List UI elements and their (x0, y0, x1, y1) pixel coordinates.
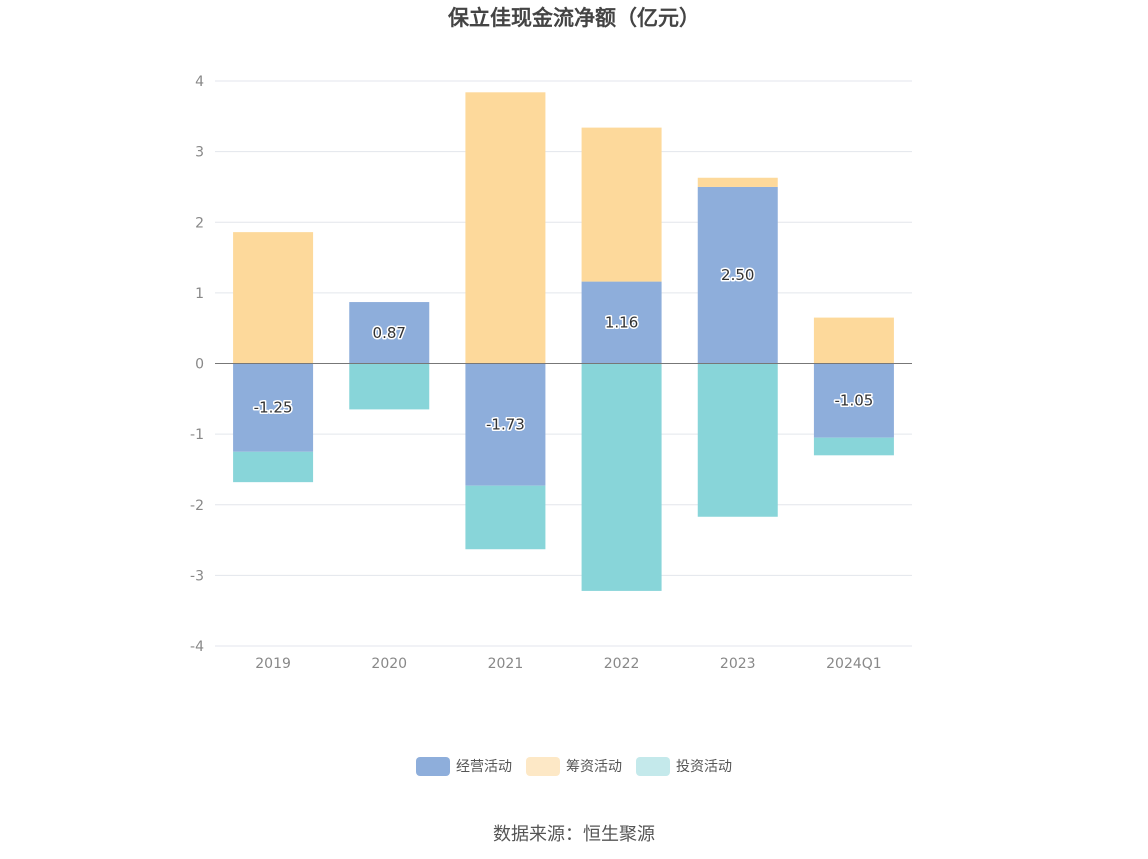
data-label-operating-2021: -1.73 (486, 416, 525, 434)
bar-financing-2022[interactable] (581, 127, 662, 282)
x-tick-label: 2024Q1 (826, 656, 882, 672)
bar-operating-2023[interactable] (697, 186, 778, 364)
legend-swatch-financing (526, 756, 560, 776)
legend-item-investing[interactable]: 投资活动 (636, 756, 732, 776)
label-layer: -1.25 0.87 -1.73 1.16 2.50 -1.05 (252, 265, 875, 435)
bar-financing-2019[interactable] (233, 232, 314, 364)
data-label-operating-2023: 2.50 (721, 266, 754, 284)
bar-investing-2024Q1[interactable] (813, 437, 894, 456)
bar-operating-2021[interactable] (465, 363, 546, 486)
legend-item-operating[interactable]: 经营活动 (416, 756, 512, 776)
bar-investing-2019[interactable] (233, 451, 314, 483)
x-tick-label: 2019 (255, 656, 291, 672)
x-tick-label: 2023 (720, 656, 756, 672)
legend-label-operating: 经营活动 (456, 759, 512, 775)
bar-financing-2021[interactable] (465, 92, 546, 364)
bar-investing-2023[interactable] (697, 363, 778, 517)
x-tick-label: 2020 (371, 656, 407, 672)
x-tick-label: 2021 (488, 656, 524, 672)
y-tick-label: 0 (195, 357, 204, 373)
bar-operating-2024Q1[interactable] (813, 363, 894, 438)
y-tick-label: -4 (190, 639, 204, 655)
y-tick-label: 3 (195, 145, 204, 161)
chart-title: 保立佳现金流净额（亿元） (448, 6, 700, 30)
legend: 经营活动 筹资活动 投资活动 (0, 756, 1148, 776)
bar-financing-2023[interactable] (697, 177, 778, 187)
source-note: 数据来源：恒生聚源 (493, 824, 655, 845)
data-label-operating-2019: -1.25 (254, 399, 293, 417)
legend-item-financing[interactable]: 筹资活动 (526, 756, 622, 776)
y-tick-label: -2 (190, 498, 204, 514)
bar-investing-2020[interactable] (349, 363, 430, 410)
y-tick-label: -3 (190, 568, 204, 584)
legend-label-financing: 筹资活动 (566, 759, 622, 775)
axis-layer: 4 3 2 1 0 -1 -2 -3 -4 2019 2020 2021 2022 2023 2024Q1 (190, 74, 912, 672)
data-label-operating-2022: 1.16 (605, 314, 638, 332)
grid-layer (215, 80, 912, 647)
y-tick-label: 4 (195, 74, 204, 90)
data-label-operating-2020: 0.87 (373, 324, 406, 342)
y-tick-label: 2 (195, 215, 204, 231)
legend-label-investing: 投资活动 (676, 759, 732, 775)
legend-swatch-operating (416, 756, 450, 776)
bar-investing-2022[interactable] (581, 363, 662, 591)
bar-financing-2024Q1[interactable] (813, 317, 894, 364)
bar-operating-2019[interactable] (233, 363, 314, 452)
bar-investing-2021[interactable] (465, 485, 546, 550)
legend-swatch-investing (636, 756, 670, 776)
data-label-operating-2024Q1: -1.05 (835, 392, 874, 410)
y-tick-label: -1 (190, 427, 204, 443)
bar-operating-2022[interactable] (581, 281, 662, 364)
y-tick-label: 1 (195, 286, 204, 302)
bar-operating-2020[interactable] (349, 302, 430, 364)
bar-layer (233, 92, 894, 591)
x-tick-label: 2022 (604, 656, 640, 672)
